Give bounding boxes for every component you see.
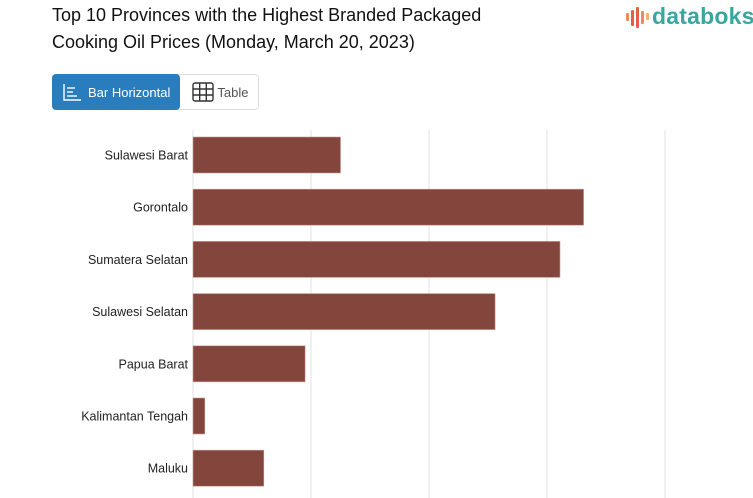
category-label: Papua Barat [119,357,189,371]
category-label: Sumatera Selatan [88,253,188,267]
bars [192,136,584,487]
bar-sulawesi-selatan[interactable] [192,293,496,330]
bar-kalimantan-tengah[interactable] [192,397,206,435]
bar-sumatera-selatan[interactable] [192,241,561,278]
category-label: Sulawesi Barat [105,149,189,163]
category-label: Sulawesi Selatan [92,305,188,319]
table-grid-icon [192,82,215,102]
chart-title-line-1: Top 10 Provinces with the Highest Brande… [52,5,482,25]
bar-horizontal-button[interactable]: Bar Horizontal [52,74,181,110]
table-button[interactable]: Table [180,75,258,109]
view-toggle: Bar Horizontal Table [52,74,260,110]
bar-sulawesi-barat[interactable] [192,136,341,174]
category-label: Gorontalo [133,201,188,215]
category-label: Kalimantan Tengah [81,410,188,424]
bar-gorontalo[interactable] [192,188,584,226]
category-label: Maluku [148,462,188,476]
bar-horizontal-icon [62,82,82,102]
chart-title-line-2: Cooking Oil Prices (Monday, March 20, 20… [52,32,415,52]
logo-text: databoks [652,3,753,29]
table-label: Table [217,84,249,100]
bar-maluku[interactable] [192,449,265,487]
chart-title: Top 10 Provinces with the Highest Brande… [52,2,572,56]
logo-bars-icon [626,6,650,28]
bar-papua-barat[interactable] [192,345,306,383]
category-labels: Sulawesi Barat Gorontalo Sumatera Selatan S… [81,149,188,476]
databoks-logo: databoks [626,3,753,30]
bar-horizontal-label: Bar Horizontal [88,84,171,100]
